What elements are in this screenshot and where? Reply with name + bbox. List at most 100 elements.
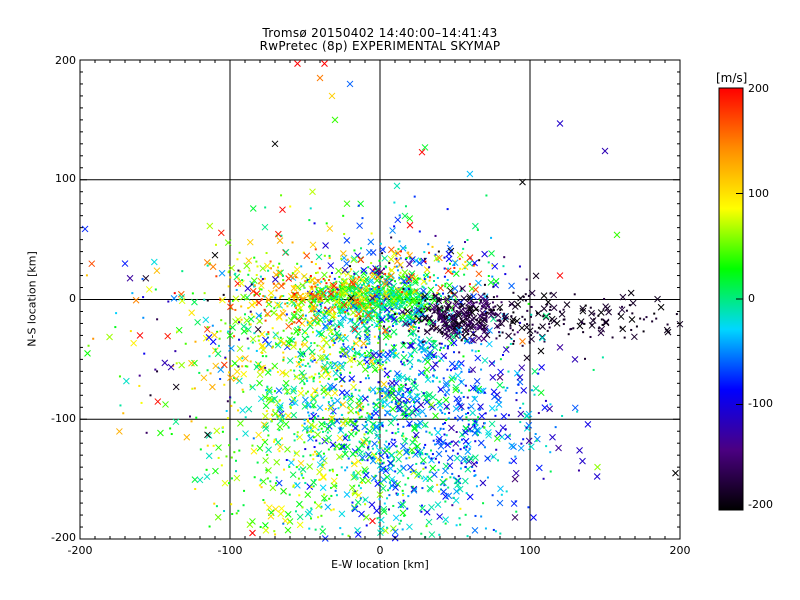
data-point-dot <box>434 234 437 237</box>
data-point-dot <box>407 477 410 480</box>
data-point-dot <box>442 377 445 380</box>
data-point-dot <box>278 296 281 299</box>
data-point-x <box>259 364 266 372</box>
data-point-dot <box>332 324 335 327</box>
data-point-x <box>116 428 123 435</box>
data-point-dot <box>266 453 269 456</box>
data-point-dot <box>269 267 272 270</box>
data-point-dot <box>428 405 431 408</box>
data-point-x <box>106 333 113 341</box>
data-point-dot <box>405 292 408 295</box>
data-point-dot <box>399 257 402 260</box>
data-point-dot <box>476 308 479 311</box>
data-point-x <box>300 373 307 381</box>
data-point-x <box>576 322 584 330</box>
data-point-dot <box>483 283 486 286</box>
data-point-dot <box>446 368 449 371</box>
data-point-x <box>385 297 393 305</box>
data-point-dot <box>346 309 349 312</box>
data-point-dot <box>291 241 294 244</box>
data-point-x <box>672 469 679 477</box>
data-point-dot <box>294 306 297 309</box>
data-point-x <box>358 510 365 518</box>
data-point-dot <box>459 523 462 526</box>
data-point-dot <box>423 303 426 306</box>
data-point-dot <box>368 342 371 345</box>
data-point-dot <box>462 247 465 250</box>
data-point-x <box>519 338 526 345</box>
data-point-x <box>420 278 428 286</box>
data-point-dot <box>458 330 461 333</box>
data-point-x <box>209 263 217 271</box>
data-point-dot <box>584 304 587 307</box>
data-point-dot <box>206 264 209 267</box>
data-point-dot <box>328 311 331 314</box>
data-point-dot <box>357 323 360 326</box>
data-point-dot <box>307 411 310 414</box>
data-point-dot <box>358 389 361 392</box>
data-point-dot <box>455 431 458 434</box>
data-point-dot <box>481 305 484 308</box>
data-point-x <box>576 447 583 454</box>
data-point-dot <box>563 318 566 321</box>
data-point-dot <box>304 317 307 320</box>
data-point-dot <box>304 280 307 283</box>
data-point-x <box>437 311 445 319</box>
data-point-dot <box>364 503 367 506</box>
data-point-dot <box>260 486 263 489</box>
data-point-dot <box>246 297 249 300</box>
data-point-dot <box>385 318 388 321</box>
data-point-x <box>594 463 601 471</box>
data-point-dot <box>371 272 374 275</box>
data-point-dot <box>115 312 118 315</box>
data-point-dot <box>320 514 323 517</box>
data-point-dot <box>366 289 369 292</box>
data-point-x <box>304 401 312 409</box>
data-point-dot <box>465 461 468 464</box>
data-point-dot <box>309 274 312 277</box>
data-point-dot <box>296 435 299 438</box>
data-point-dot <box>364 377 367 380</box>
data-point-dot <box>572 327 575 330</box>
data-point-dot <box>301 363 304 366</box>
data-point-dot <box>334 378 337 381</box>
data-point-x <box>602 303 610 310</box>
data-point-dot <box>460 408 463 411</box>
data-point-x <box>341 266 349 274</box>
data-point-x <box>315 253 323 261</box>
data-point-dot <box>360 292 363 295</box>
data-point-x <box>491 262 499 270</box>
data-point-dot <box>389 306 392 309</box>
data-point-dot <box>402 395 405 398</box>
data-point-dot <box>377 361 380 364</box>
data-point-dot <box>376 313 379 316</box>
data-point-dot <box>401 494 404 497</box>
data-point-x <box>399 244 407 252</box>
data-point-x <box>219 296 226 304</box>
data-point-x <box>214 350 222 358</box>
data-point-dot <box>269 296 272 299</box>
data-point-dot <box>397 430 400 433</box>
data-point-x <box>363 325 370 333</box>
data-point-dot <box>492 528 495 531</box>
data-point-x <box>510 443 517 451</box>
data-point-x <box>237 420 244 427</box>
data-point-x <box>457 403 465 411</box>
data-point-dot <box>361 408 364 411</box>
data-point-dot <box>474 420 477 423</box>
data-point-x <box>539 323 546 331</box>
data-point-dot <box>525 278 528 281</box>
data-point-x <box>475 279 482 287</box>
data-point-dot <box>304 332 307 335</box>
data-point-x <box>328 92 336 100</box>
data-point-dot <box>340 346 343 349</box>
data-point-x <box>345 285 353 293</box>
data-point-dot <box>253 284 256 287</box>
data-point-x <box>393 352 400 359</box>
data-point-dot <box>377 318 380 321</box>
data-point-x <box>242 430 249 437</box>
data-point-x <box>593 473 601 480</box>
data-point-x <box>351 320 359 328</box>
data-point-x <box>274 230 282 238</box>
